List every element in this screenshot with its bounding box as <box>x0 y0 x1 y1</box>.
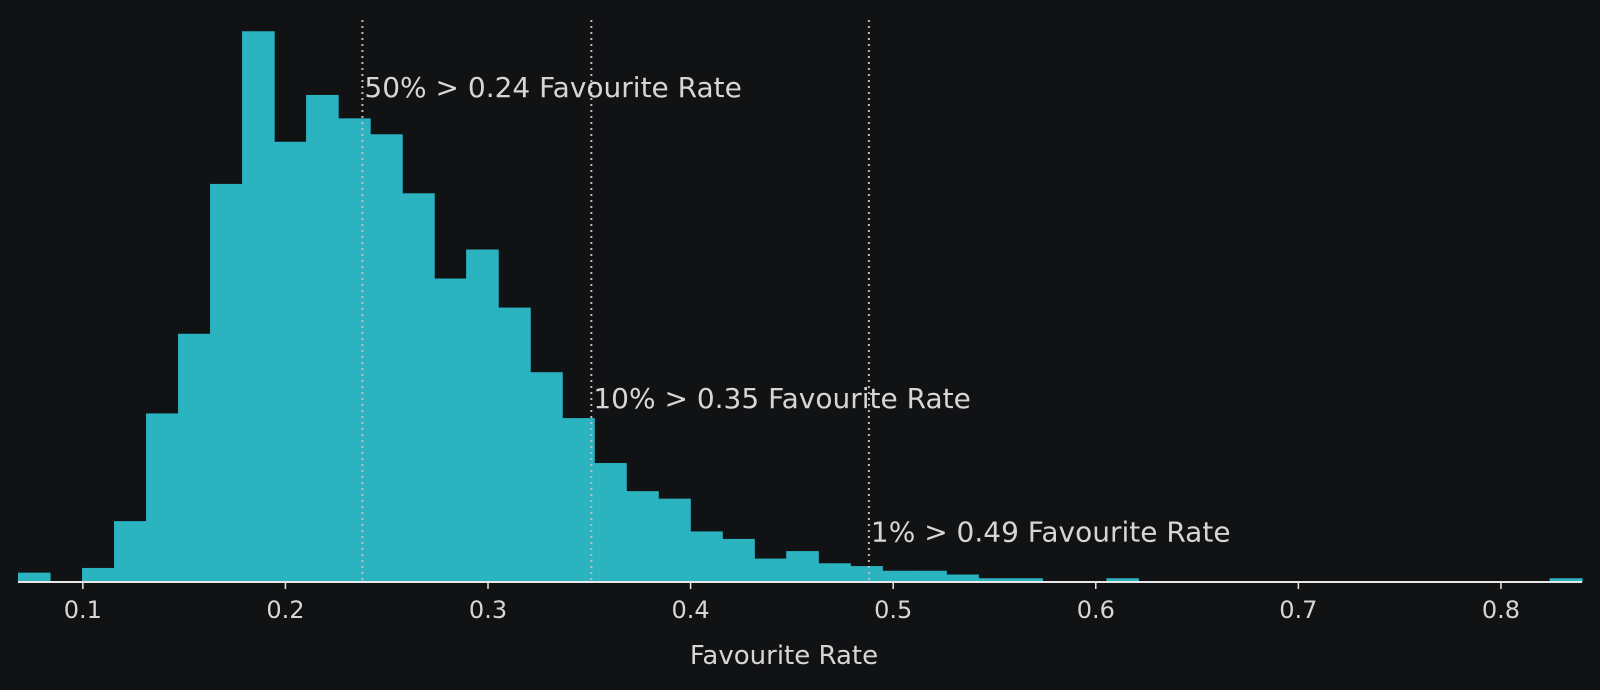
histogram-bar <box>434 278 467 582</box>
histogram-bar <box>946 574 979 582</box>
x-tick-label: 0.5 <box>874 596 912 624</box>
histogram-bar <box>562 418 595 582</box>
reference-label: 50% > 0.24 Favourite Rate <box>364 71 741 104</box>
histogram-bar <box>786 551 819 582</box>
histogram-bar <box>178 333 211 582</box>
histogram-bar <box>690 531 723 582</box>
x-tick-label: 0.2 <box>266 596 304 624</box>
x-tick-label: 0.7 <box>1279 596 1317 624</box>
histogram-bar <box>1010 578 1043 582</box>
histogram-bar <box>338 118 371 582</box>
histogram-bar <box>210 183 243 583</box>
histogram-bar <box>914 570 947 582</box>
histogram-bar <box>1549 578 1583 582</box>
histogram-bar <box>274 141 307 582</box>
histogram-bar <box>850 566 883 582</box>
histogram-bar <box>882 570 915 582</box>
histogram-bar <box>754 558 787 582</box>
x-tick-label: 0.8 <box>1482 596 1520 624</box>
histogram-bar <box>18 572 51 582</box>
histogram-bar <box>402 193 435 582</box>
histogram-bar <box>242 31 275 583</box>
x-tick-label: 0.4 <box>672 596 710 624</box>
histogram-bar <box>626 491 659 582</box>
reference-label: 1% > 0.49 Favourite Rate <box>871 516 1231 549</box>
histogram-bar <box>114 521 147 582</box>
histogram-bars <box>18 31 1583 583</box>
histogram-bar <box>146 413 179 582</box>
x-axis-ticks: 0.1 0.2 0.3 0.4 0.5 0.6 0.7 0.8 <box>64 582 1520 624</box>
histogram-bar <box>818 563 851 582</box>
reference-lines <box>361 20 870 582</box>
histogram-bar <box>594 463 627 582</box>
histogram-bar <box>722 538 755 582</box>
histogram-bar <box>978 578 1011 582</box>
histogram-bar <box>1106 578 1139 582</box>
x-tick-label: 0.1 <box>64 596 102 624</box>
reference-label: 10% > 0.35 Favourite Rate <box>593 382 970 415</box>
histogram-bar <box>466 249 499 583</box>
histogram-bar <box>498 307 531 582</box>
histogram-bar <box>530 372 563 582</box>
reference-annotations: 50% > 0.24 Favourite Rate 10% > 0.35 Favo… <box>364 71 1230 549</box>
x-tick-label: 0.6 <box>1077 596 1115 624</box>
histogram-bar <box>82 567 115 582</box>
histogram-bar <box>306 94 339 583</box>
x-axis-title: Favourite Rate <box>690 641 878 671</box>
x-tick-label: 0.3 <box>469 596 507 624</box>
histogram-bar <box>370 134 403 582</box>
histogram-bar <box>658 498 691 582</box>
